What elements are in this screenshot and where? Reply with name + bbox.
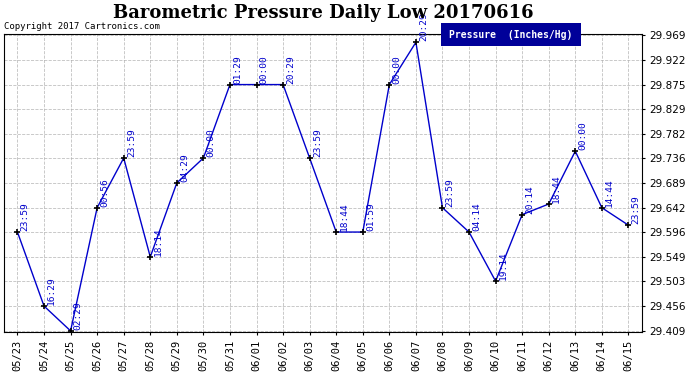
Text: 00:56: 00:56 xyxy=(100,178,109,207)
Text: 23:59: 23:59 xyxy=(21,202,30,231)
Text: 20:29: 20:29 xyxy=(419,12,428,41)
Text: 00:00: 00:00 xyxy=(259,55,268,84)
Text: 20:14: 20:14 xyxy=(525,185,534,213)
Text: 01:29: 01:29 xyxy=(233,55,242,84)
Text: 02:29: 02:29 xyxy=(74,301,83,330)
Text: 18:14: 18:14 xyxy=(153,227,162,256)
Text: 19:14: 19:14 xyxy=(499,251,508,280)
Text: 01:59: 01:59 xyxy=(366,202,375,231)
Text: 00:00: 00:00 xyxy=(393,55,402,84)
Text: 00:00: 00:00 xyxy=(206,128,215,157)
Text: 23:59: 23:59 xyxy=(313,128,322,157)
Text: 23:59: 23:59 xyxy=(446,178,455,207)
Text: 23:59: 23:59 xyxy=(127,128,136,157)
Text: 18:44: 18:44 xyxy=(552,174,561,203)
Text: Copyright 2017 Cartronics.com: Copyright 2017 Cartronics.com xyxy=(4,22,160,31)
Title: Barometric Pressure Daily Low 20170616: Barometric Pressure Daily Low 20170616 xyxy=(112,4,533,22)
Text: 04:29: 04:29 xyxy=(180,153,189,182)
Text: 14:44: 14:44 xyxy=(605,178,614,207)
Text: 23:59: 23:59 xyxy=(631,195,640,224)
Text: 00:00: 00:00 xyxy=(578,122,587,150)
Text: 20:29: 20:29 xyxy=(286,55,295,84)
Text: 16:29: 16:29 xyxy=(47,276,56,305)
Text: 04:14: 04:14 xyxy=(472,202,481,231)
Text: 18:44: 18:44 xyxy=(339,202,348,231)
